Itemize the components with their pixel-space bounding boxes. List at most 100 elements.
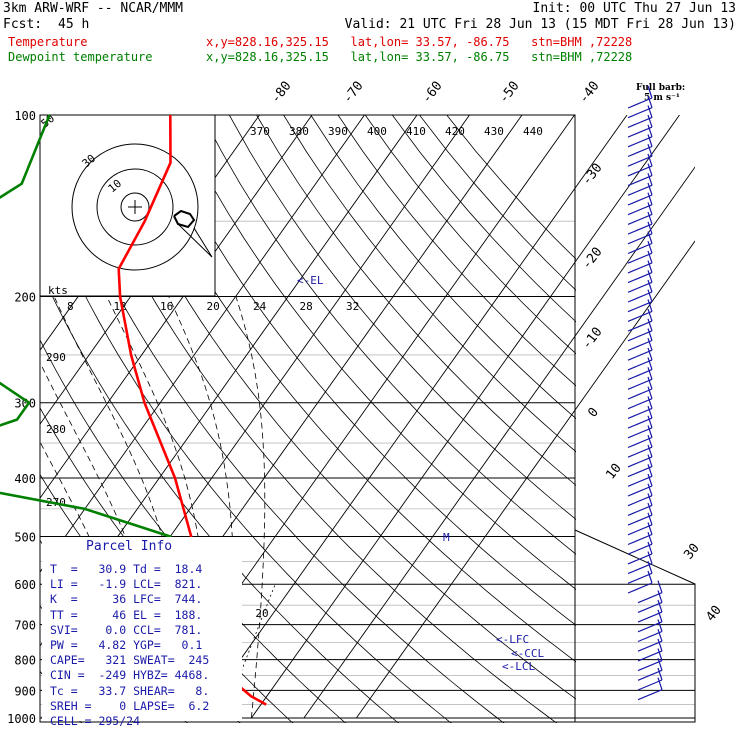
wind-barb-flag-11	[647, 192, 653, 205]
isotherm-50	[356, 240, 695, 719]
speed-tick-20: 20	[207, 300, 220, 313]
wind-barb-flag-20	[647, 279, 653, 293]
wind-barb-flag-22	[647, 299, 653, 312]
forecast-label: Fcst:	[3, 17, 43, 32]
wind-barb-flag-57	[657, 638, 663, 652]
dry-adiabat-470	[364, 115, 576, 355]
wind-barb-55	[637, 630, 663, 643]
wind-barb-40	[627, 485, 653, 497]
wind-barb-48	[627, 563, 653, 575]
wind-barb-flag-52	[657, 590, 663, 603]
wind-barb-flag-37	[647, 444, 653, 458]
isotherm-label-10: 10	[603, 461, 624, 483]
wind-barb-flag-6	[647, 144, 653, 157]
wind-barb-flag-46	[647, 532, 653, 545]
wind-barbs	[627, 85, 663, 701]
wind-barb-16	[627, 252, 653, 264]
parcel-info-row: CAPE= 321 SWEAT= 245	[50, 653, 210, 668]
wind-barb-60	[637, 679, 663, 691]
wind-barb-flag-27	[647, 347, 653, 361]
wind-barb-38	[627, 466, 653, 478]
wind-barb-4	[627, 136, 653, 148]
wind-barb-46	[627, 543, 653, 555]
mixing-marker: M	[443, 531, 450, 544]
wind-barb-7	[627, 165, 653, 177]
wind-barb-36	[627, 446, 653, 458]
moist-adiabat-30	[235, 296, 266, 719]
dry-adiabat-450	[310, 115, 576, 420]
pressure-labels: 100 200 300 400 500 600 700 800 900 1000	[7, 109, 36, 726]
wind-barb-17	[627, 262, 653, 274]
wind-barb-flag-59	[657, 658, 663, 671]
wind-barb-flag-47	[647, 541, 653, 555]
pressure-label-600: 600	[14, 578, 36, 592]
isotherm-label--60: -60	[419, 79, 445, 107]
wind-barb-12	[627, 213, 653, 225]
theta-label-left-290: 290	[46, 351, 66, 364]
wind-barb-20	[627, 291, 653, 303]
isotherm-label--70: -70	[340, 79, 366, 107]
wind-barb-11	[627, 204, 653, 216]
wind-barb-53	[637, 611, 663, 623]
wind-key-value: 5 m s⁻¹	[644, 93, 680, 103]
wind-barb-15	[627, 242, 653, 255]
wind-barb-31	[627, 398, 653, 410]
wind-barb-flag-10	[647, 182, 653, 196]
wind-barb-flag-24	[647, 318, 653, 331]
lfc-marker: <-LFC	[496, 633, 529, 646]
dry-adiabat-360	[65, 115, 558, 723]
wind-barb-8	[627, 175, 653, 187]
wind-barb-18	[627, 272, 653, 284]
wind-barb-flag-14	[647, 221, 653, 234]
wind-barb-flag-33	[647, 405, 653, 419]
wind-barb-flag-28	[647, 357, 653, 370]
valid-time: Valid: 21 UTC Fri 28 Jun 13 (15 MDT Fri …	[344, 17, 736, 32]
theta-label-380: 380	[289, 125, 309, 138]
wind-barb-29	[627, 378, 653, 390]
theta-label-430: 430	[484, 125, 504, 138]
wind-barb-58	[637, 660, 663, 672]
wind-barb-flag-56	[657, 629, 663, 642]
wind-barb-flag-54	[657, 609, 663, 622]
isotherm-30	[251, 115, 680, 719]
wind-barb-flag-3	[647, 114, 653, 128]
pressure-label-100: 100	[14, 109, 36, 123]
plot-frame-extension	[40, 529, 696, 723]
lcl-marker: <-LCL	[502, 660, 535, 673]
speed-tick-24: 24	[253, 300, 267, 313]
wind-barb-flag-25	[647, 328, 653, 341]
isotherm-label-0: 0	[585, 405, 602, 420]
temperature-location: x,y=828.16,325.15 lat,lon= 33.57, -86.75…	[206, 35, 633, 49]
wind-barb-56	[637, 640, 663, 652]
isotherm-20	[198, 115, 628, 719]
wind-barb-22	[627, 310, 653, 322]
dry-adiabat-260	[0, 115, 34, 730]
dry-adiabat-340	[40, 195, 452, 723]
wind-barb-3	[627, 126, 653, 138]
wind-barb-flag-4	[647, 124, 653, 137]
wind-barb-23	[627, 320, 653, 332]
mixing-ratio-label-20: 20	[255, 607, 268, 620]
wind-barb-42	[627, 504, 653, 516]
wind-barb-5	[627, 145, 653, 158]
wind-barb-43	[627, 514, 653, 526]
theta-label-440: 440	[523, 125, 543, 138]
isotherm-40	[303, 166, 695, 719]
isotherm-label--40: -40	[576, 79, 602, 107]
wind-barb-flag-41	[647, 483, 653, 496]
dry-adiabat-420	[228, 115, 576, 520]
wind-barb-13	[627, 223, 653, 235]
wind-barb-flag-53	[657, 599, 663, 613]
wind-barb-0	[627, 97, 653, 109]
speed-tick-32: 32	[346, 300, 359, 313]
wind-barb-6	[627, 155, 653, 167]
wind-barb-flag-55	[657, 619, 663, 632]
wind-barb-flag-50	[647, 570, 653, 584]
parcel-info-row: PW = 4.82 YGP= 0.1	[50, 638, 203, 652]
wind-barb-32	[627, 407, 653, 419]
theta-label-400: 400	[367, 125, 387, 138]
speed-unit-label: kts	[48, 284, 68, 297]
wind-barb-flag-26	[647, 338, 653, 351]
wind-barb-61	[637, 689, 663, 701]
wind-barb-flag-12	[647, 202, 653, 215]
